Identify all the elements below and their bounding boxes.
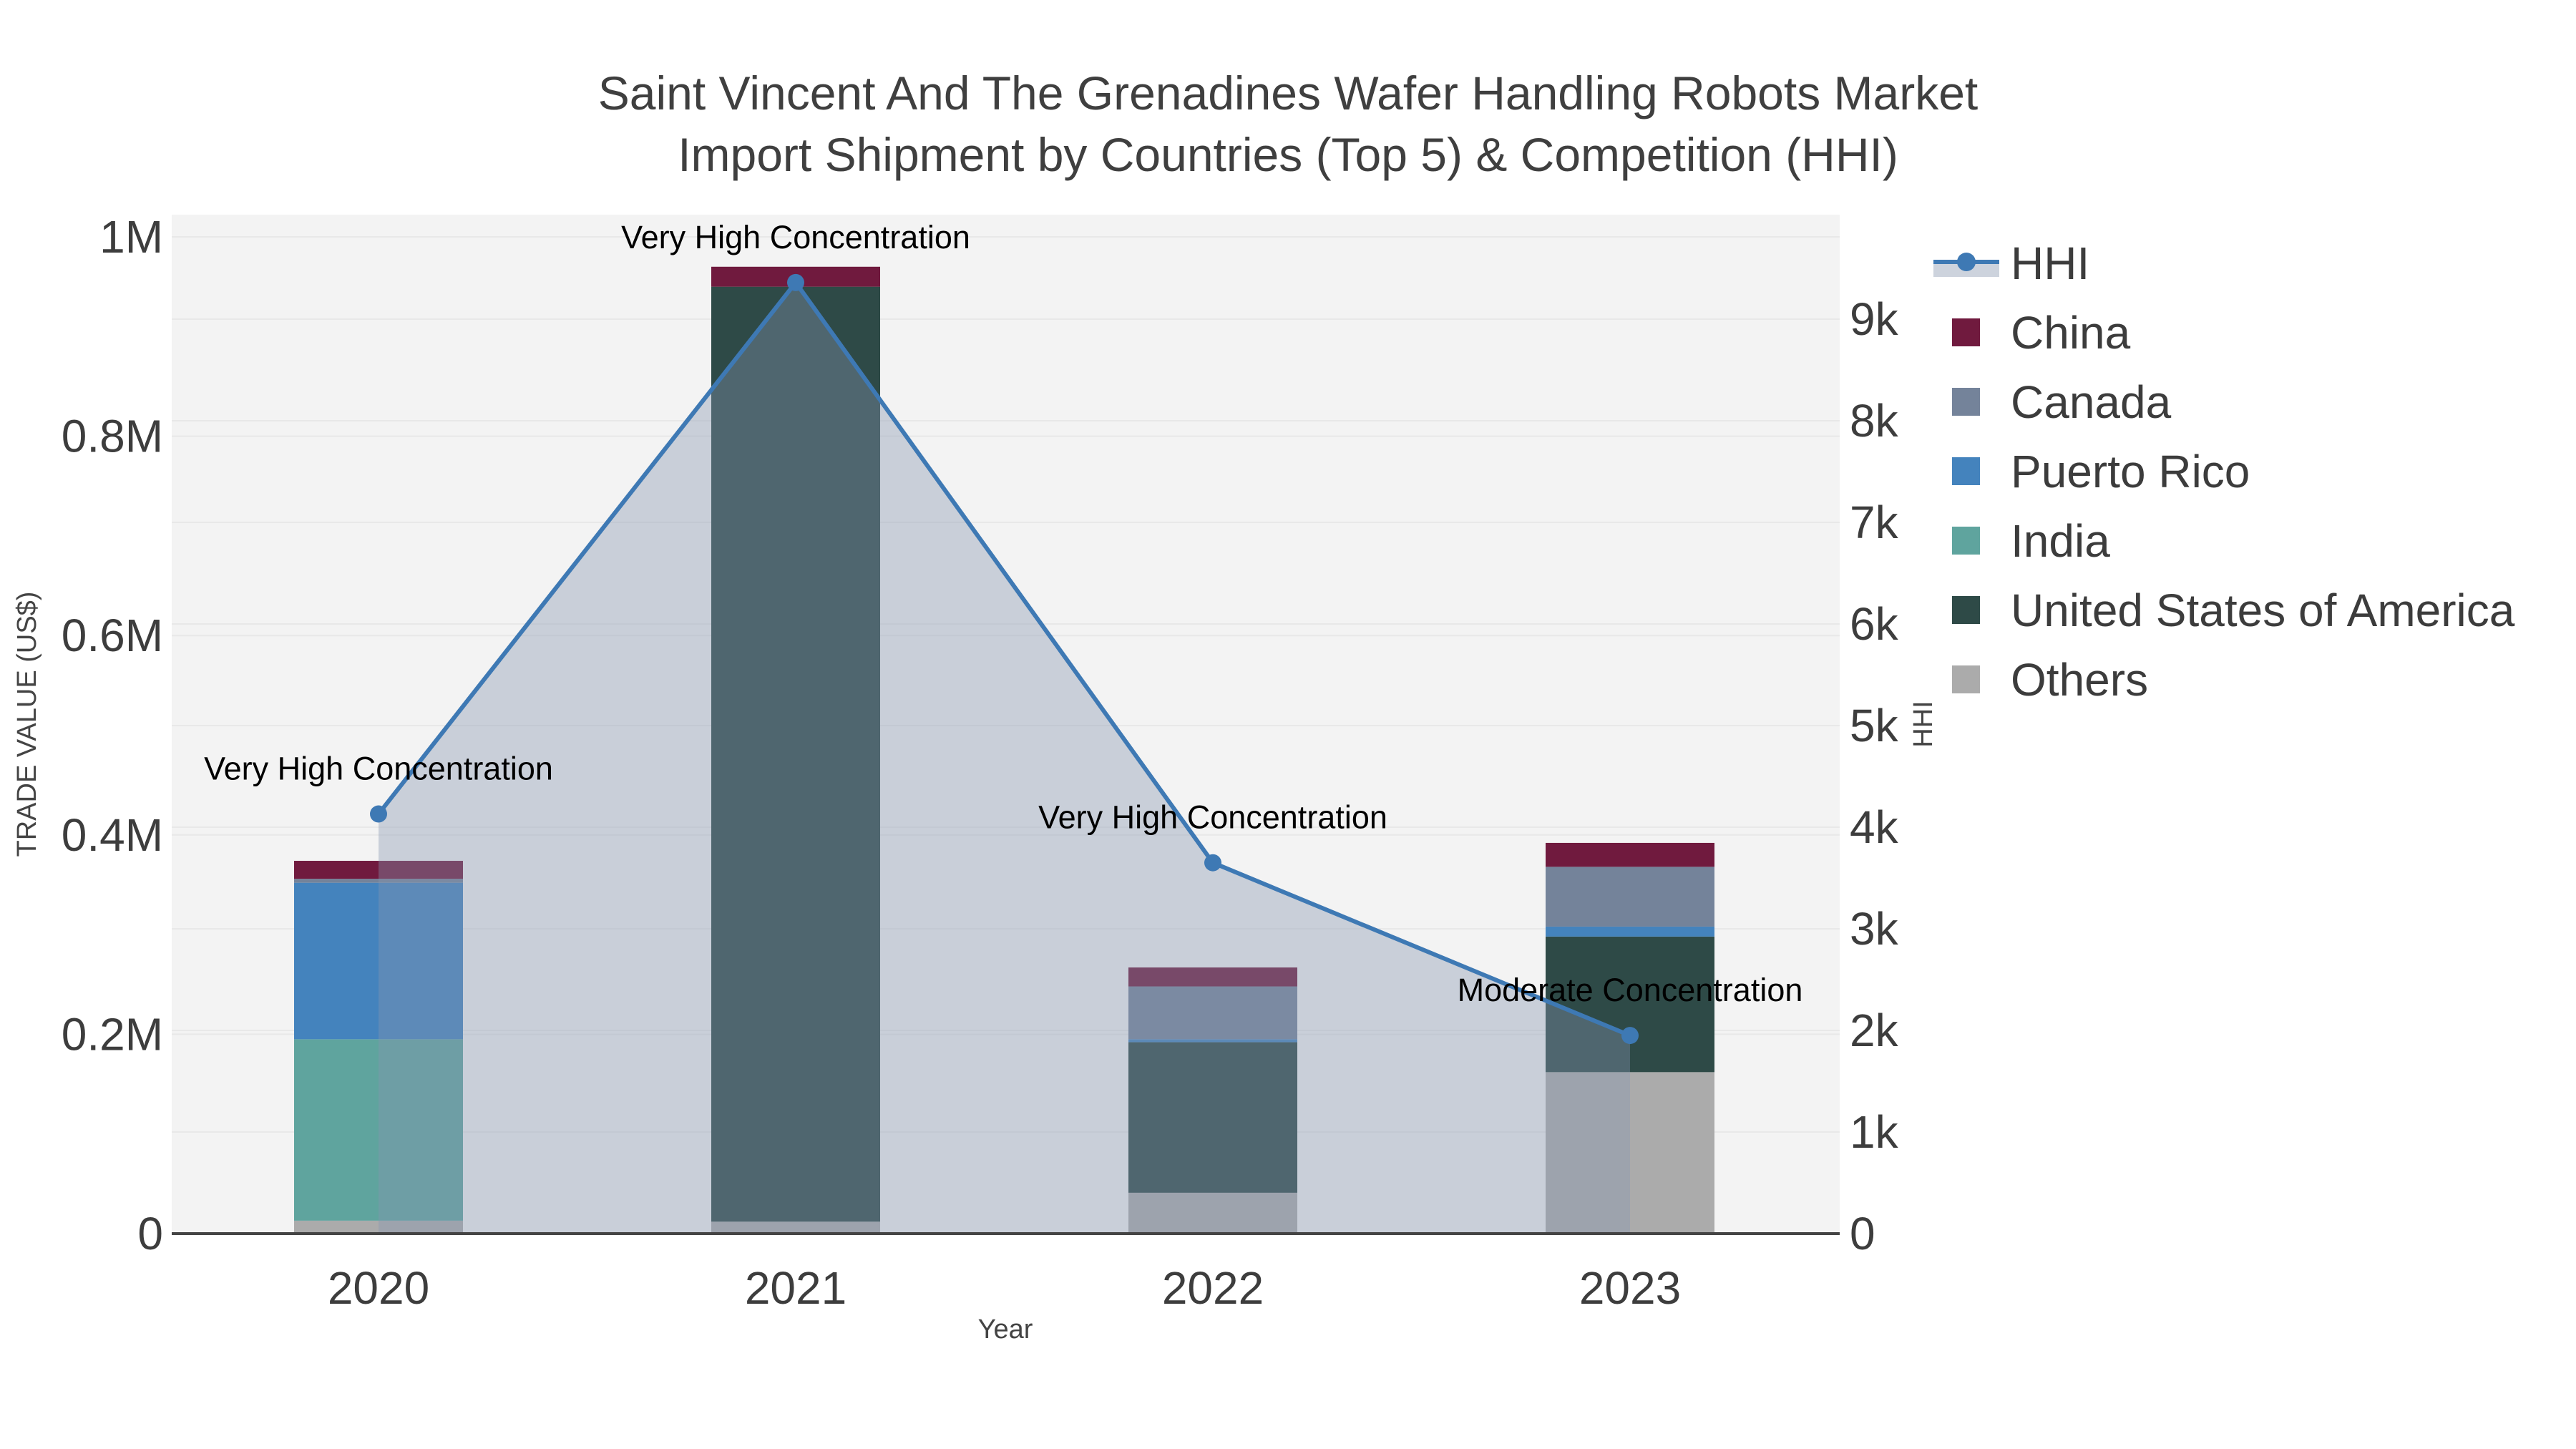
y-right-tick-label: 8k [1850,395,1899,447]
legend-label-canada: Canada [2011,376,2172,428]
chart-title: Saint Vincent And The Grenadines Wafer H… [0,62,2576,185]
hhi-point-2023[interactable] [1621,1027,1639,1045]
hhi-marker-swatch [1957,253,1976,271]
bar-segment-others-2022[interactable] [1128,1192,1297,1234]
bar-segment-china-2022[interactable] [1128,967,1297,987]
legend-swatch-puerto-rico-icon [1932,436,2004,506]
color-square-icon [1952,457,1980,485]
legend-item-china[interactable]: China [1932,298,2514,367]
hhi-point-2020[interactable] [370,805,387,823]
y-right-tick-label: 5k [1850,700,1899,751]
y-left-tick-label: 0.4M [62,809,163,861]
y-right-tick-label: 9k [1850,293,1899,345]
bar-segment-canada-2023[interactable] [1546,867,1714,927]
bar-segment-puerto-rico-2023[interactable] [1546,926,1714,937]
legend-label-india: India [2011,514,2110,567]
y-left-tick-label: 1M [99,211,163,263]
bar-segment-india-2020[interactable] [294,1039,463,1221]
y-right-tick-label: 0 [1850,1208,1875,1259]
x-tick-label-2023: 2023 [1579,1262,1681,1314]
legend-item-united-states-of-america[interactable]: United States of America [1932,575,2514,645]
y-left-tick-label: 0 [137,1208,163,1259]
legend: HHI China Canada Puerto Rico India United Sta… [1932,228,2514,714]
bar-segment-united-states-of-america-2022[interactable] [1128,1042,1297,1193]
legend-swatch-united-states-of-america-icon [1932,575,2004,645]
chart-title-line2: Import Shipment by Countries (Top 5) & C… [678,128,1898,181]
legend-item-others[interactable]: Others [1932,645,2514,714]
legend-label-china: China [2011,306,2131,358]
bar-segment-china-2023[interactable] [1546,842,1714,867]
y-left-tick-label: 0.6M [62,610,163,661]
legend-item-hhi[interactable]: HHI [1932,228,2514,298]
bar-segment-china-2020[interactable] [294,861,463,879]
y-right-tick-label: 6k [1850,598,1899,650]
chart-title-line1: Saint Vincent And The Grenadines Wafer H… [597,67,1979,119]
x-tick-label-2021: 2021 [745,1262,847,1314]
hhi-area-fill [379,282,1630,1234]
annotation-2020: Very High Concentration [204,751,553,787]
x-tick-label-2020: 2020 [328,1262,429,1314]
y-right-tick-label: 7k [1850,497,1899,548]
legend-item-canada[interactable]: Canada [1932,367,2514,436]
annotation-2022: Very High Concentration [1038,799,1387,836]
y-right-tick-label: 3k [1850,903,1899,955]
x-axis-line [172,1232,1840,1235]
bar-segment-canada-2022[interactable] [1128,986,1297,1040]
legend-label-hhi: HHI [2011,237,2090,289]
bar-segment-others-2020[interactable] [294,1220,463,1234]
y-right-tick-label: 2k [1850,1005,1899,1056]
x-tick-label-2022: 2022 [1162,1262,1264,1314]
legend-swatch-others-icon [1932,645,2004,714]
hhi-point-2021[interactable] [787,273,804,291]
y-left-tick-label: 0.2M [62,1008,163,1060]
legend-swatch-hhi-line-icon [1932,228,2004,298]
color-square-icon [1952,596,1980,624]
legend-item-india[interactable]: India [1932,506,2514,575]
annotation-2021: Very High Concentration [621,219,970,255]
bar-segment-others-2023[interactable] [1546,1072,1714,1234]
bar-segment-canada-2020[interactable] [294,879,463,883]
legend-label-others: Others [2011,653,2149,706]
bar-segment-others-2021[interactable] [711,1221,880,1234]
x-axis-title: Year [978,1314,1033,1345]
y-left-axis-title: TRADE VALUE (US$) [12,592,42,857]
y-right-axis-title: HHI [1908,701,1938,747]
bar-segment-united-states-of-america-2023[interactable] [1546,936,1714,1073]
legend-swatch-china-icon [1932,298,2004,367]
y-right-tick-label: 1k [1850,1106,1899,1158]
bar-segment-united-states-of-america-2021[interactable] [711,286,880,1222]
bar-segment-puerto-rico-2022[interactable] [1128,1039,1297,1043]
color-square-icon [1952,318,1980,346]
bar-segment-puerto-rico-2020[interactable] [294,882,463,1040]
color-square-icon [1952,388,1980,416]
legend-label-puerto-rico: Puerto Rico [2011,445,2250,497]
legend-swatch-india-icon [1932,506,2004,575]
annotation-2023: Moderate Concentration [1458,972,1803,1008]
hhi-point-2022[interactable] [1204,854,1221,872]
color-square-icon [1952,527,1980,555]
hhi-line [376,278,1631,1038]
color-square-icon [1952,665,1980,693]
legend-label-united-states-of-america: United States of America [2011,584,2515,636]
legend-item-puerto-rico[interactable]: Puerto Rico [1932,436,2514,506]
legend-swatch-canada-icon [1932,367,2004,436]
y-right-tick-label: 4k [1850,801,1899,853]
y-left-tick-label: 0.8M [62,411,163,462]
